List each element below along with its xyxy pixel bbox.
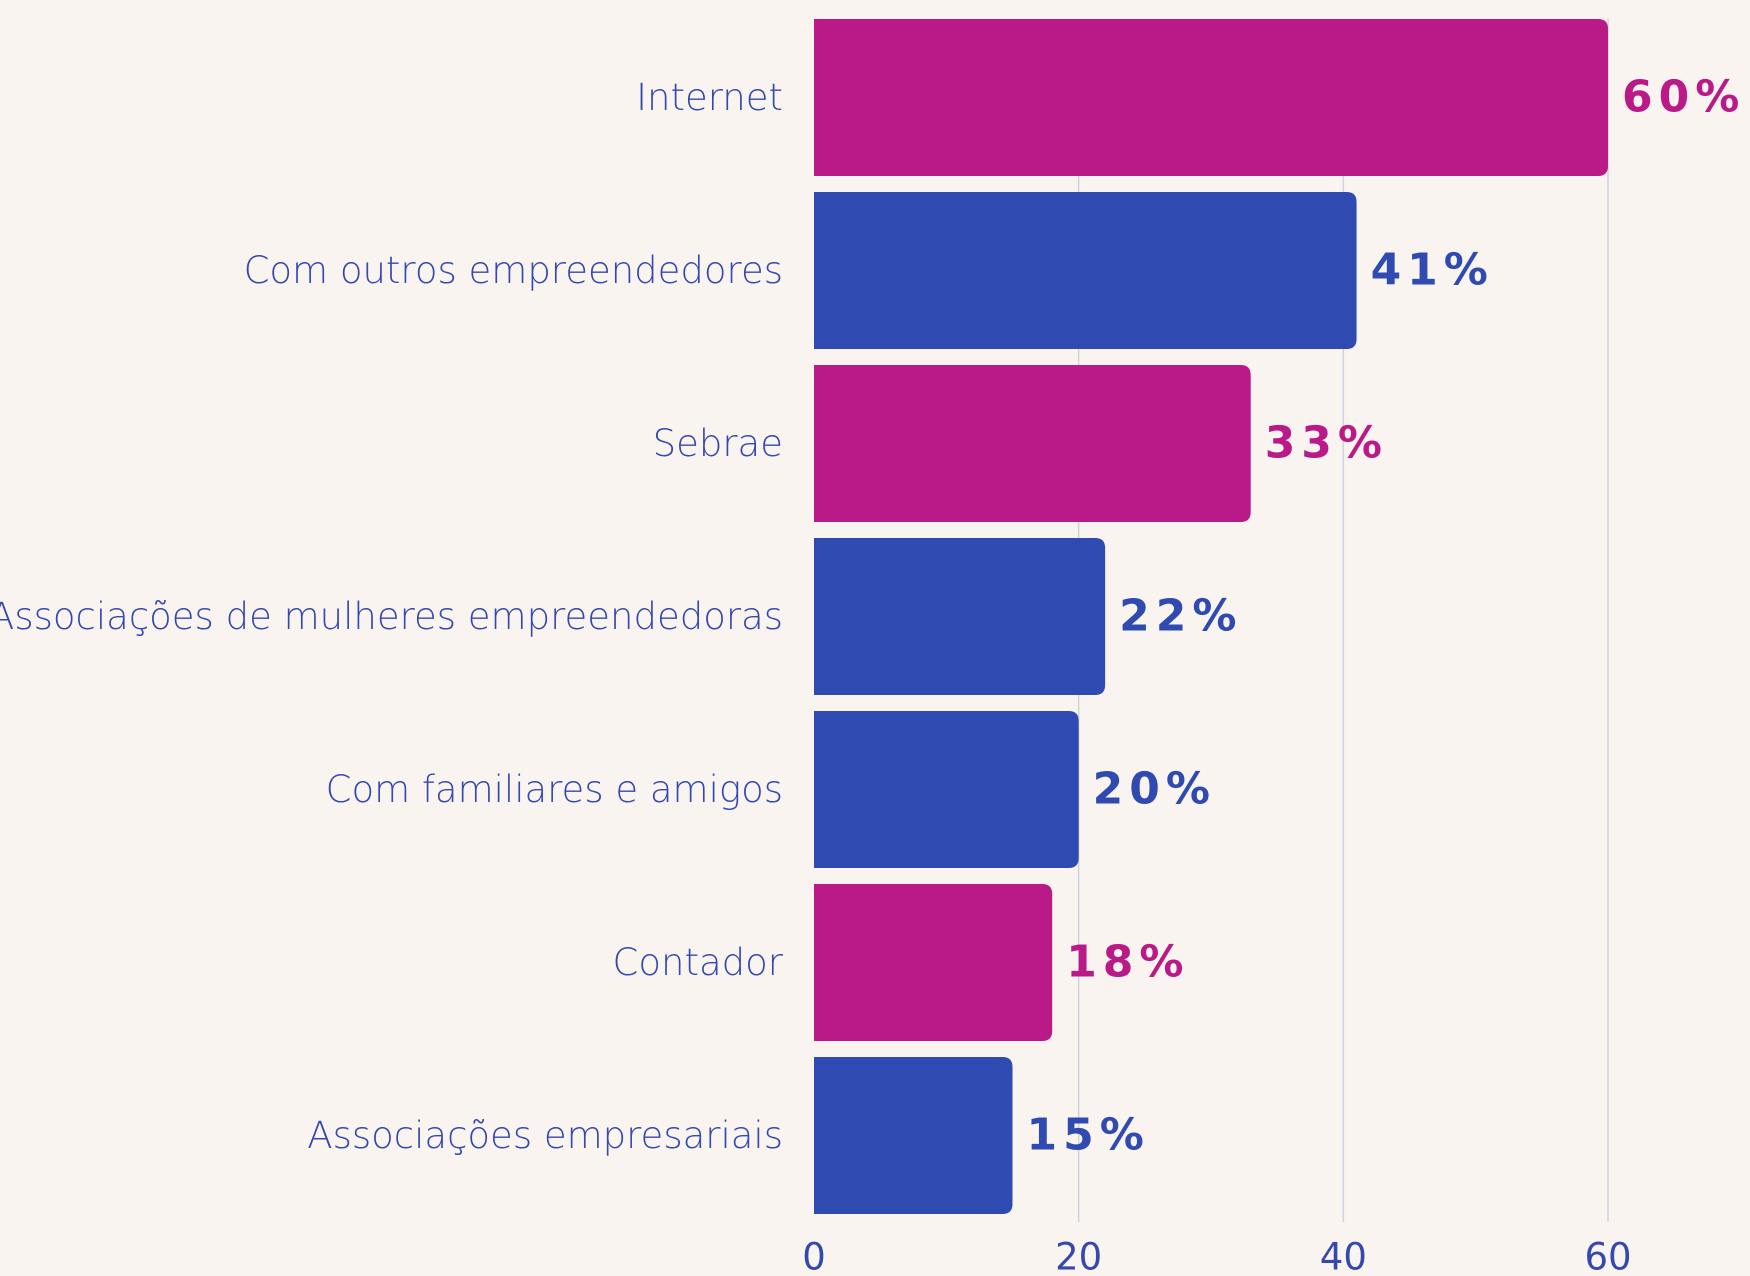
- y-tick-label: Com outros empreendedores: [244, 249, 783, 292]
- bar: [814, 884, 1053, 1041]
- y-tick-label: Com familiares e amigos: [326, 768, 783, 811]
- x-tick-label: 20: [1055, 1236, 1102, 1276]
- bar: [814, 192, 1357, 349]
- bar: [814, 365, 1251, 522]
- value-label: 15%: [1027, 1110, 1150, 1161]
- y-tick-label: Contador: [613, 941, 784, 984]
- value-label: 20%: [1093, 764, 1216, 815]
- value-label: 60%: [1622, 72, 1745, 123]
- y-tick-label: Associações empresariais: [307, 1114, 783, 1157]
- bar: [814, 19, 1608, 176]
- value-label: 41%: [1371, 245, 1494, 296]
- y-tick-label: Internet: [636, 76, 783, 119]
- value-label: 22%: [1119, 591, 1242, 642]
- bar: [814, 538, 1106, 695]
- x-tick-label: 40: [1320, 1236, 1367, 1276]
- bar: [814, 1057, 1013, 1214]
- bar: [814, 711, 1079, 868]
- value-label: 18%: [1066, 937, 1189, 988]
- value-label: 33%: [1265, 418, 1388, 469]
- x-tick-label: 60: [1584, 1236, 1631, 1276]
- y-tick-label: Associações de mulheres empreendedoras: [0, 595, 783, 638]
- x-tick-label: 0: [802, 1236, 826, 1276]
- y-tick-label: Sebrae: [653, 422, 783, 465]
